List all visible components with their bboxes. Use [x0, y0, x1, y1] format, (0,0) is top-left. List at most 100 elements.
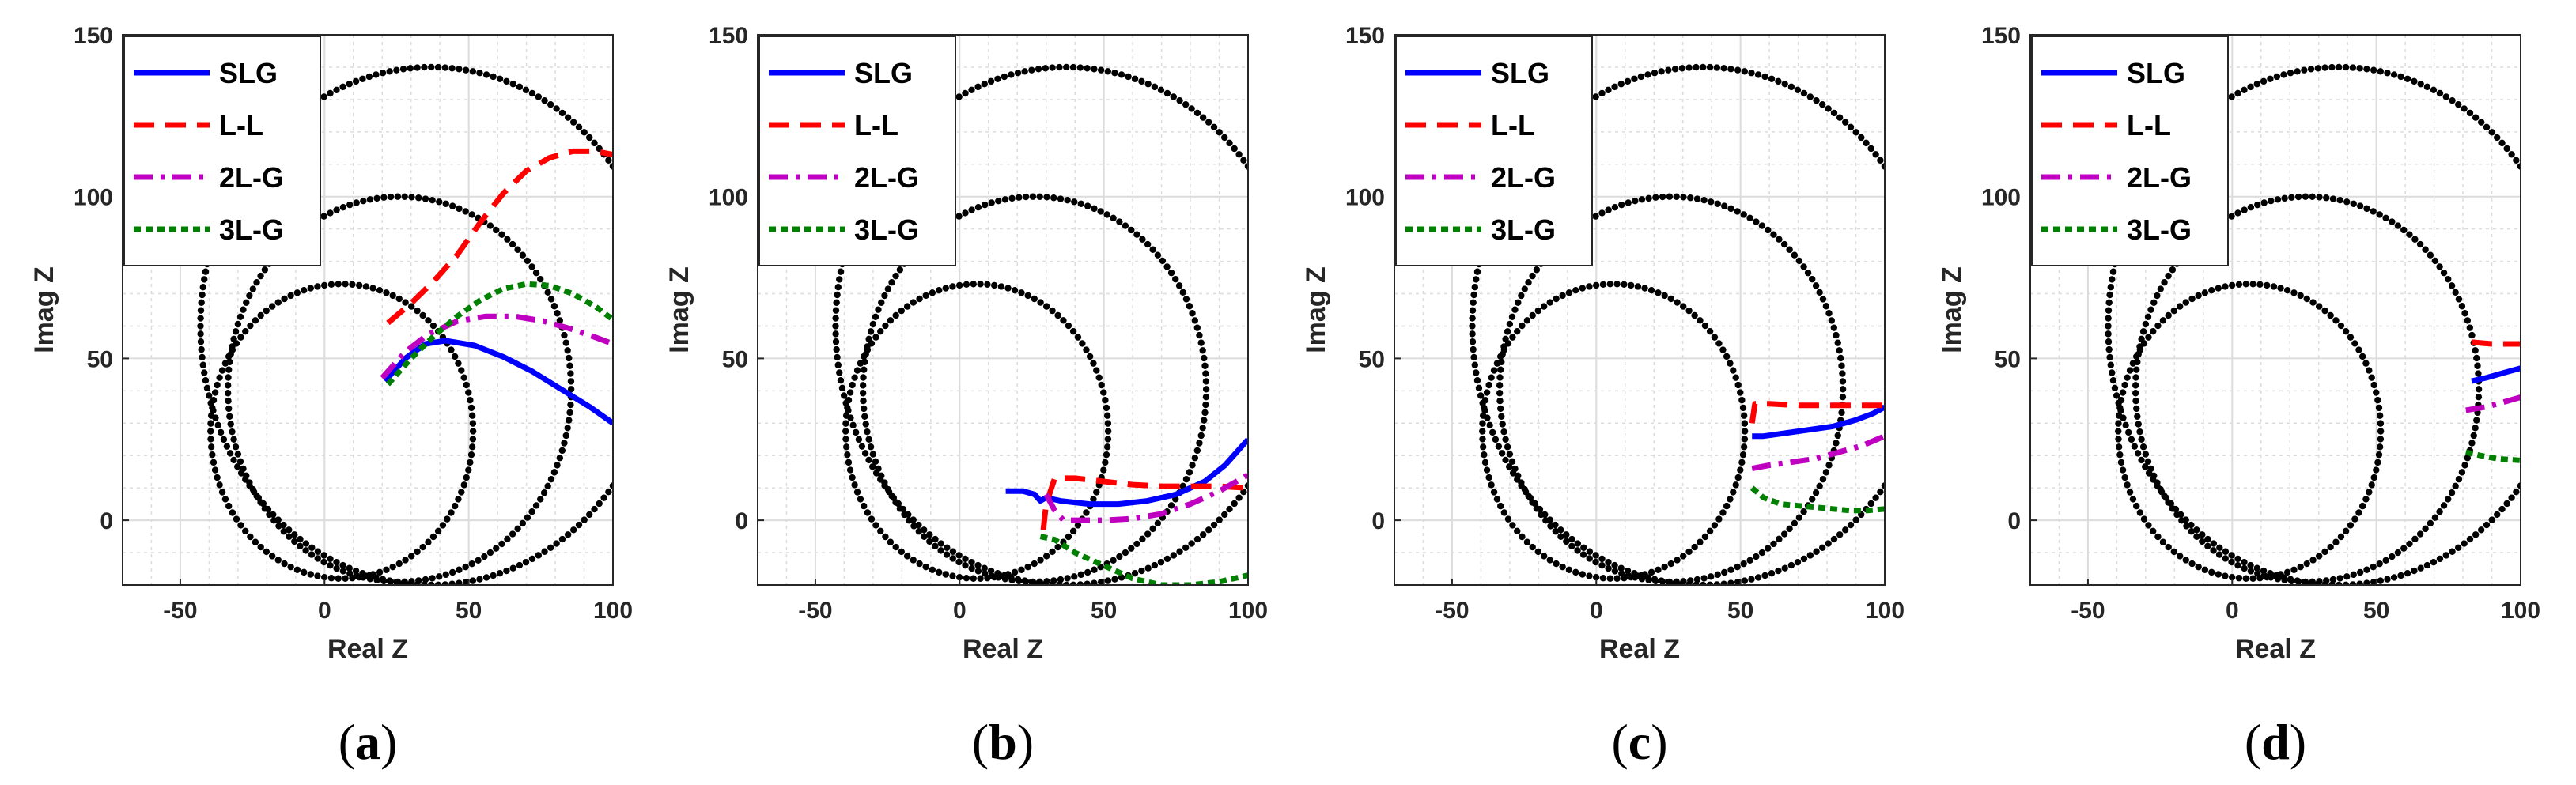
circle-marker-2: [1186, 469, 1193, 476]
circle-marker-2: [240, 306, 247, 313]
circle-marker-3: [1794, 86, 1802, 93]
circle-marker-2: [1149, 525, 1156, 533]
circle-marker-3: [2336, 63, 2343, 71]
circle-marker-2: [2210, 547, 2217, 554]
circle-marker-3: [1546, 516, 1553, 523]
circle-marker-1: [1086, 353, 1094, 360]
circle-marker-1: [252, 317, 259, 324]
circle-marker-2: [1618, 570, 1625, 577]
circle-marker-1: [237, 522, 244, 529]
circle-marker-1: [1727, 360, 1734, 367]
circle-marker-2: [225, 374, 232, 381]
panel-label-open: (: [2245, 714, 2261, 770]
circle-marker-3: [1930, 300, 1936, 306]
circle-marker-1: [872, 522, 879, 529]
circle-marker-2: [1666, 193, 1674, 200]
circle-marker-1: [1534, 307, 1541, 315]
circle-marker-2: [1795, 514, 1803, 521]
circle-marker-2: [567, 378, 575, 385]
circle-marker-3: [564, 114, 572, 121]
circle-marker-1: [2145, 334, 2152, 341]
circle-marker-3: [490, 73, 497, 81]
circle-marker-2: [1693, 195, 1701, 202]
circle-marker-2: [436, 198, 443, 206]
circle-marker-2: [226, 358, 233, 366]
circle-marker-2: [881, 292, 888, 300]
circle-marker-3: [1244, 163, 1248, 170]
circle-marker-2: [1825, 310, 1833, 317]
circle-marker-3: [1568, 535, 1575, 543]
circle-marker-1: [335, 281, 342, 288]
circle-marker-2: [1791, 519, 1799, 527]
circle-marker-1: [2355, 346, 2362, 353]
circle-marker-2: [1057, 576, 1065, 583]
circle-marker-1: [2290, 566, 2298, 573]
circle-marker-1: [1592, 281, 1600, 289]
circle-marker-1: [407, 553, 415, 560]
circle-marker-3: [915, 521, 922, 529]
circle-marker-1: [2327, 311, 2334, 319]
circle-marker-2: [333, 564, 340, 572]
circle-marker-3: [652, 261, 658, 267]
circle-marker-3: [2280, 71, 2287, 78]
circle-marker-3: [1700, 581, 1707, 585]
circle-marker-3: [333, 558, 340, 566]
circle-marker-3: [1889, 470, 1896, 476]
circle-marker-3: [428, 63, 435, 71]
circle-marker-3: [1913, 422, 1920, 428]
circle-marker-3: [2349, 64, 2357, 71]
circle-marker-2: [2370, 563, 2377, 571]
circle-marker-2: [236, 313, 244, 320]
circle-marker-3: [1847, 521, 1855, 529]
circle-marker-1: [293, 289, 301, 296]
x-tick-label: -50: [2071, 598, 2105, 624]
circle-marker-3: [1624, 77, 1632, 85]
circle-marker-2: [1133, 231, 1140, 238]
circle-marker-3: [1188, 540, 1195, 547]
circle-marker-3: [2536, 195, 2543, 202]
circle-marker-2: [2382, 214, 2389, 222]
circle-marker-1: [465, 466, 472, 474]
circle-marker-3: [2301, 66, 2308, 74]
circle-marker-1: [1727, 496, 1734, 503]
circle-marker-1: [342, 281, 349, 288]
circle-marker-2: [2389, 218, 2396, 225]
circle-marker-3: [1492, 436, 1500, 443]
circle-marker-1: [293, 566, 301, 573]
circle-marker-2: [982, 201, 989, 209]
circle-marker-3: [1720, 65, 1727, 72]
circle-marker-3: [2336, 581, 2343, 585]
circle-marker-2: [514, 246, 521, 253]
circle-marker-2: [537, 275, 544, 283]
circle-marker-1: [1488, 481, 1495, 489]
circle-marker-2: [1110, 214, 1117, 222]
circle-marker-3: [2508, 494, 2515, 501]
circle-marker-3: [1644, 71, 1651, 78]
circle-marker-3: [1021, 68, 1028, 75]
circle-marker-3: [1231, 145, 1238, 153]
circle-marker-1: [2170, 548, 2177, 556]
circle-marker-2: [1812, 489, 1820, 496]
circle-marker-3: [2430, 86, 2438, 93]
circle-marker-1: [949, 572, 956, 579]
circle-marker-3: [327, 555, 334, 563]
y-tick-label: 150: [1345, 23, 1385, 49]
circle-marker-3: [1001, 572, 1008, 579]
circle-marker-1: [1485, 474, 1492, 481]
circle-marker-3: [482, 574, 490, 581]
circle-marker-3: [339, 83, 346, 91]
circle-marker-1: [2129, 496, 2137, 503]
circle-marker-3: [320, 93, 327, 100]
circle-marker-3: [1290, 276, 1296, 282]
circle-marker-1: [1661, 563, 1668, 571]
circle-marker-2: [456, 205, 463, 213]
circle-marker-2: [360, 198, 367, 205]
circle-marker-1: [1737, 466, 1744, 474]
legend-label-L-L: L-L: [1491, 109, 1535, 142]
circle-marker-3: [2128, 436, 2135, 443]
circle-marker-2: [1687, 194, 1694, 202]
y-tick-label: 50: [1359, 346, 1385, 372]
circle-marker-2: [498, 231, 505, 238]
circle-marker-3: [297, 535, 304, 543]
circle-marker-2: [327, 561, 334, 569]
